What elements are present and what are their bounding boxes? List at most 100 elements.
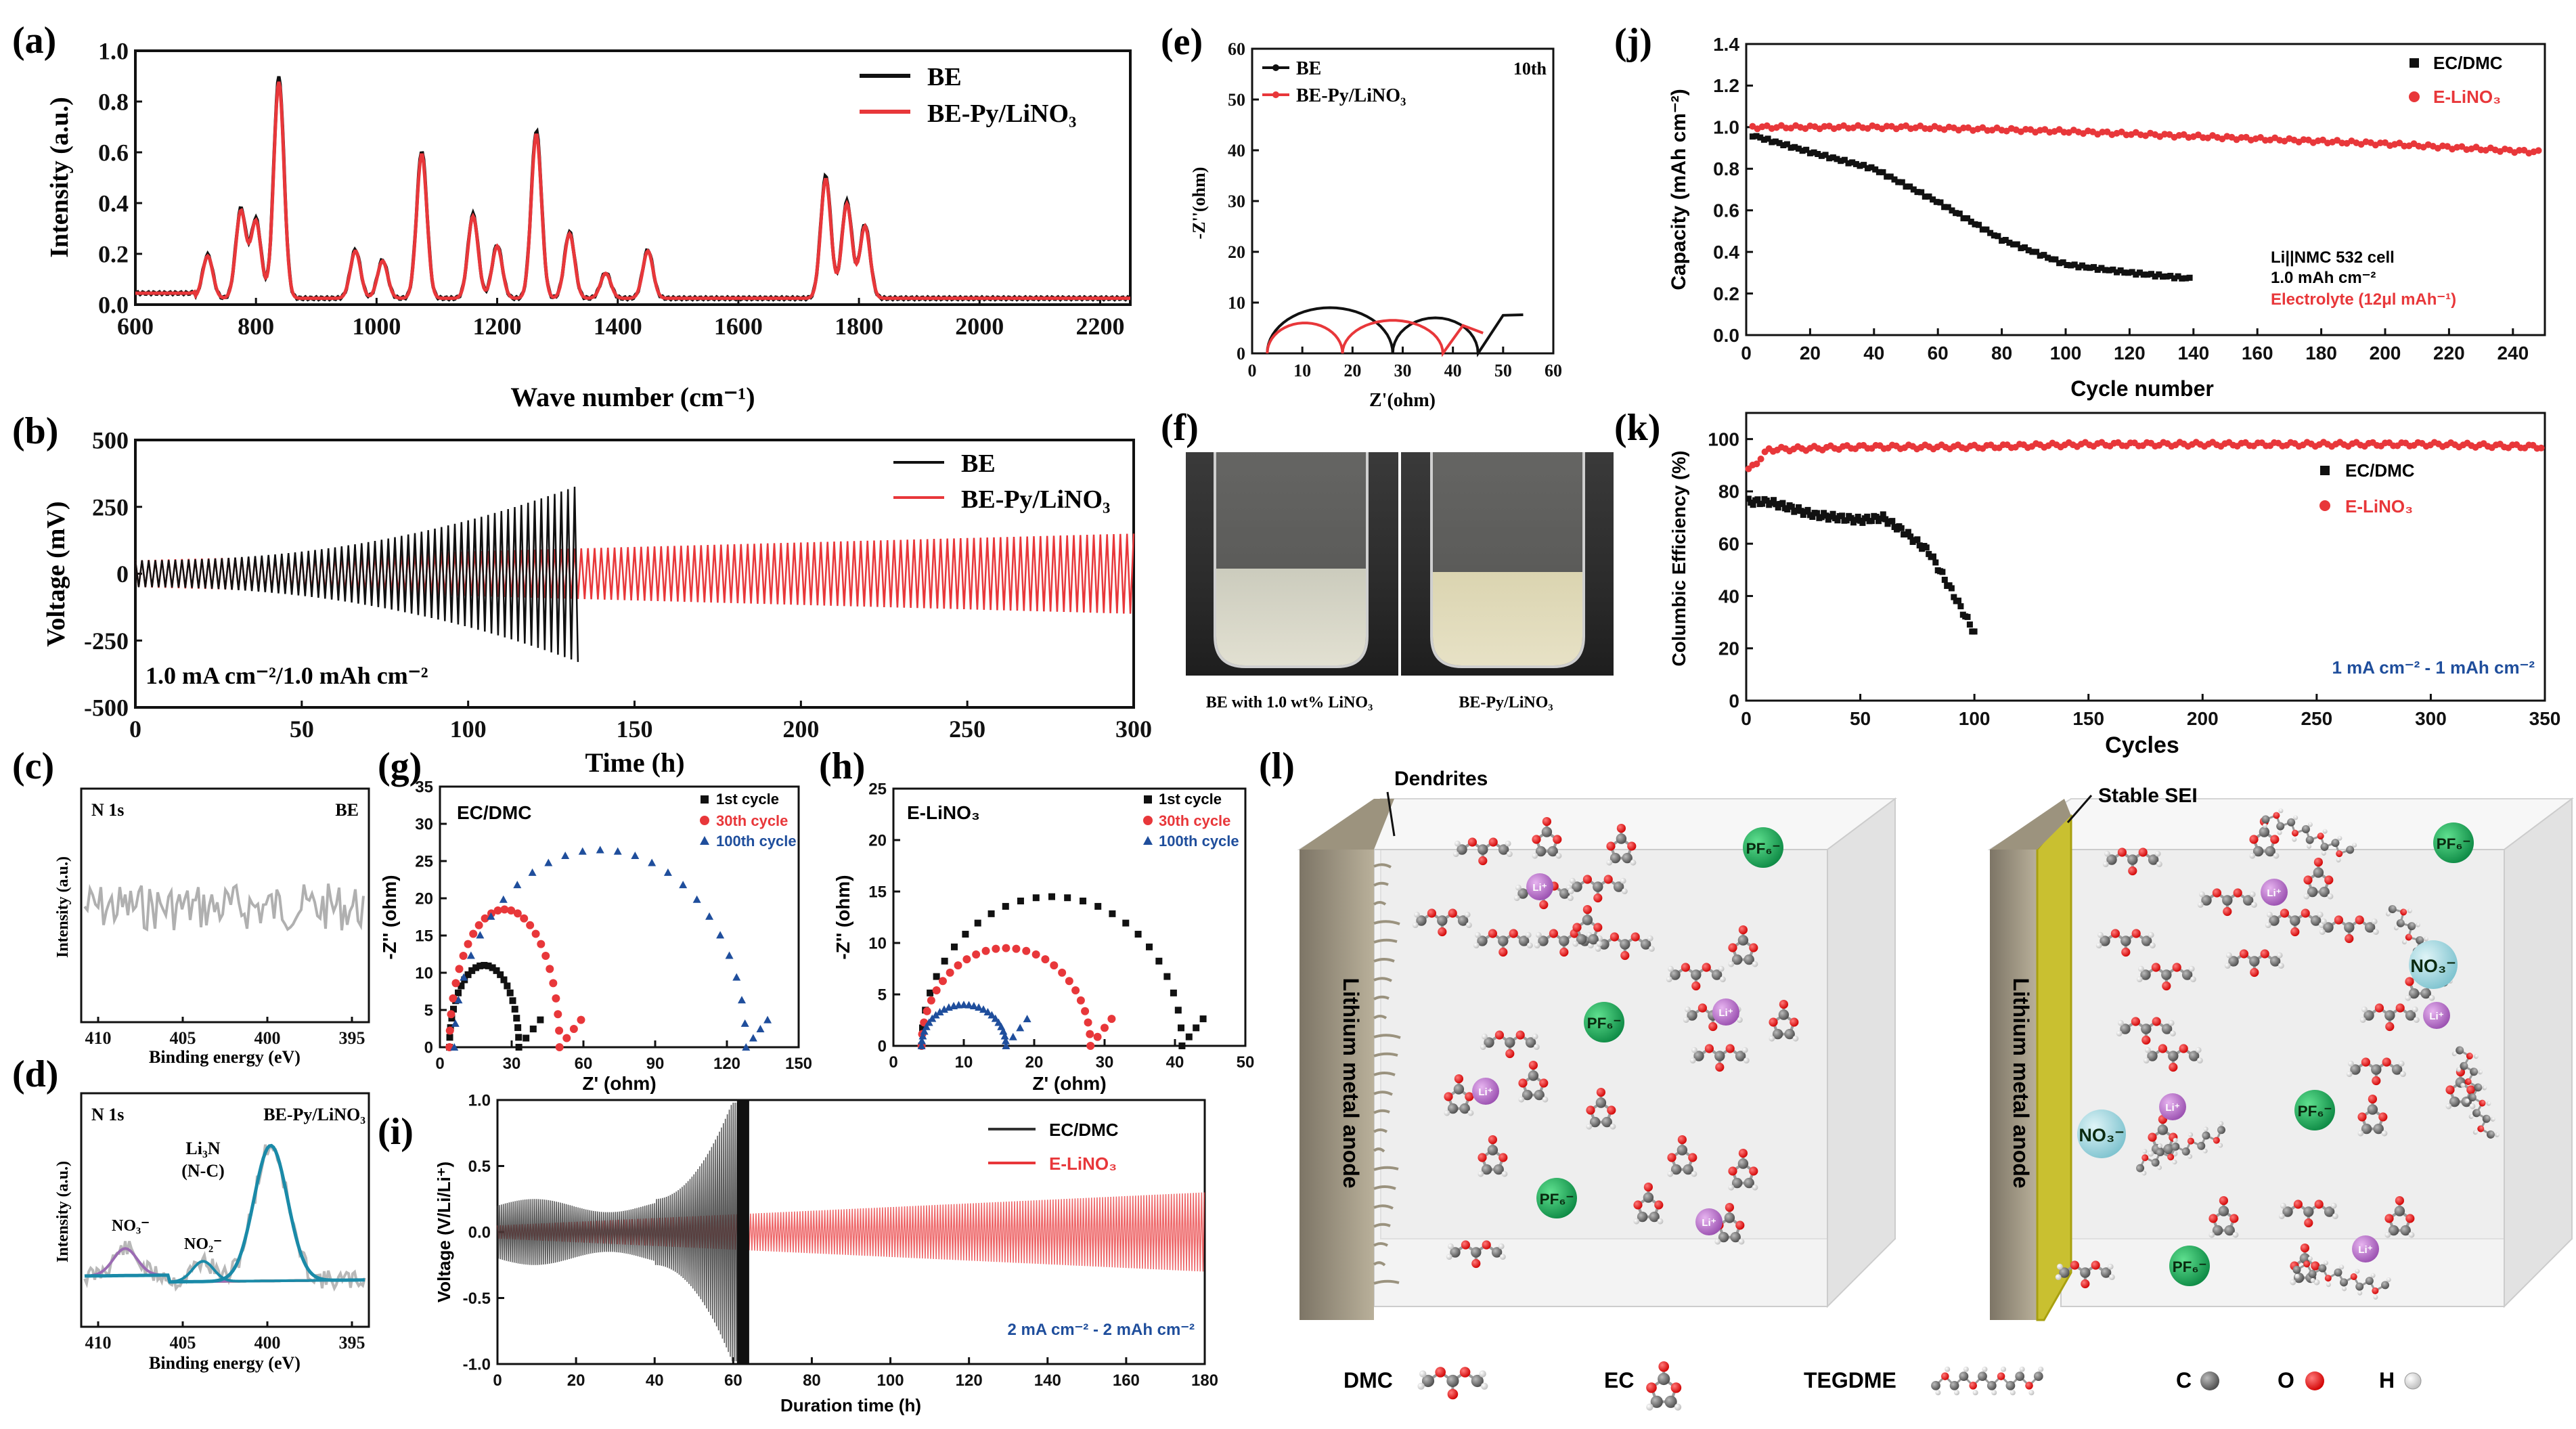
point-ec-dmc — [1891, 176, 1898, 183]
legend-dmc-molecule — [1417, 1367, 1488, 1400]
atom-H — [2278, 808, 2284, 814]
atom-H — [2310, 1277, 2315, 1283]
atom-H — [1532, 1033, 1538, 1040]
atom-C — [2381, 1281, 2390, 1290]
point-100th — [922, 1022, 931, 1030]
atom-C — [1676, 1145, 1688, 1156]
point-1st — [919, 1024, 927, 1032]
point-100th — [578, 847, 587, 855]
point-ec-dmc — [1818, 152, 1825, 159]
ion-pf6 — [1743, 827, 1783, 868]
y-tick-label: 20 — [415, 889, 433, 908]
atom-C — [1658, 1372, 1670, 1386]
point-ec-dmc — [2144, 271, 2151, 278]
atom-O — [2260, 949, 2269, 959]
atom-C — [2141, 936, 2152, 946]
atom-H — [2142, 1149, 2148, 1154]
point-ec-dmc — [1841, 156, 1848, 163]
legend-marker-h-2 — [1143, 816, 1153, 825]
legend-marker-e-py — [1272, 91, 1279, 98]
ion-label-pf6: PF₆⁻ — [2298, 1103, 2332, 1120]
point-1st — [514, 1024, 522, 1032]
point-e-lino3 — [2123, 131, 2130, 139]
atom-O — [2345, 933, 2354, 944]
legend-tegdme-label: TEGDME — [1804, 1368, 1896, 1392]
atom-H — [2303, 893, 2310, 900]
panel-a: (a) 0.0 0.2 0.4 0.6 0.8 1.0 600 800 1000 1200 140… — [12, 20, 1132, 412]
atom-C — [1693, 1051, 1704, 1061]
plot-frame-j — [1745, 43, 2546, 336]
atom-O — [1586, 1105, 1595, 1115]
atom-H — [1991, 1390, 1997, 1396]
point-30th — [923, 1007, 931, 1015]
atom-O — [1616, 824, 1626, 833]
annotation-no3: NO₃⁻ — [112, 1217, 150, 1235]
atom-H — [2486, 1101, 2491, 1106]
atom-O — [2138, 848, 2148, 857]
legend-marker-j-ec — [2410, 58, 2419, 68]
note-j-2: 1.0 mAh cm⁻² — [2271, 269, 2376, 287]
atom-O — [1498, 1153, 1508, 1162]
point-1st — [511, 1005, 518, 1013]
ion-label-li: Li⁺ — [2429, 1011, 2443, 1022]
atom-H — [2322, 829, 2328, 834]
dendrite — [1373, 977, 1392, 982]
atom-H — [1572, 940, 1579, 947]
atom-C — [1735, 1051, 1746, 1061]
atom-C — [1491, 1247, 1503, 1258]
atom-O — [2466, 1085, 2476, 1095]
atom-O — [2280, 908, 2289, 918]
atom-H — [1527, 942, 1533, 948]
atom-H — [2104, 850, 2110, 857]
ion-pf6 — [2169, 1246, 2210, 1286]
point-30th — [1071, 986, 1080, 994]
point-ec-dmc — [2125, 269, 2131, 276]
callout-sei: Stable SEI — [2098, 785, 2198, 807]
atom-O — [2223, 906, 2232, 917]
atom-O — [1509, 929, 1518, 938]
ion-label-li: Li⁺ — [1532, 882, 1547, 894]
x-tick-label: 180 — [2305, 343, 2337, 364]
atom-C — [1471, 1374, 1484, 1388]
vial-left-liquid — [1216, 569, 1366, 665]
x-tick-label: 1000 — [352, 313, 401, 340]
annotation-i: 2 mA cm⁻² - 2 mAh cm⁻² — [1007, 1321, 1195, 1339]
point-30th — [1041, 955, 1050, 964]
point-ec-dmc — [2094, 267, 2101, 273]
atom-O — [1606, 841, 1616, 851]
point-ec-dmc — [2129, 269, 2135, 276]
atom-H — [1972, 1390, 1978, 1396]
atom-C — [1525, 1037, 1536, 1048]
atom-H — [2168, 1019, 2175, 1026]
tegdme-molecule — [2136, 1121, 2225, 1176]
atom-O — [2141, 1154, 2149, 1162]
atom-C — [2350, 1064, 2361, 1075]
point-tail — [523, 1034, 530, 1042]
atom-H — [2293, 815, 2299, 820]
atom-C — [2156, 1148, 2164, 1157]
atom-H — [2157, 1165, 2162, 1170]
x-tick-label: 30 — [1096, 1053, 1114, 1072]
atom-H — [2464, 1098, 2470, 1103]
point-100th — [528, 868, 537, 876]
point-ec-dmc — [1823, 512, 1829, 519]
x-tick-label: 410 — [85, 1028, 112, 1048]
point-30th — [500, 905, 509, 914]
point-30th — [954, 961, 962, 970]
point-30th — [459, 952, 468, 961]
atom-C — [1421, 1374, 1435, 1388]
atom-C — [1450, 1247, 1461, 1258]
point-ec-dmc — [1829, 510, 1836, 517]
y-tick-label: 0 — [424, 1038, 433, 1057]
atom-C — [2472, 1109, 2481, 1118]
atom-H — [1446, 1254, 1452, 1260]
atom-C — [2080, 1267, 2091, 1278]
point-ec-dmc — [1966, 621, 1973, 628]
dendrite — [1373, 920, 1400, 925]
point-ec-dmc — [2014, 241, 2020, 248]
y-axis-label-g: -Z'' (ohm) — [379, 875, 400, 959]
point-1st — [489, 964, 496, 971]
point-30th — [449, 994, 458, 1003]
dendrite — [1373, 1015, 1387, 1019]
y-ticks-b: -500 -250 0 250 500 — [84, 427, 142, 722]
